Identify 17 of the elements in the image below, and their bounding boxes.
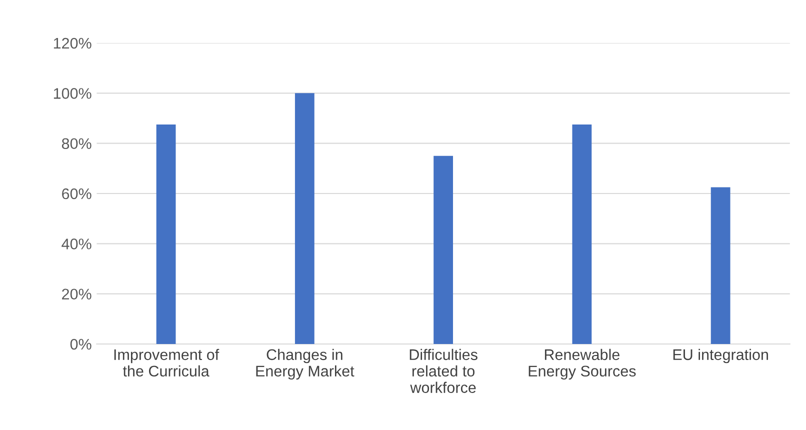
bar (572, 124, 592, 344)
x-tick-label: Difficulties related to workforce (410, 348, 478, 393)
bar (294, 93, 314, 344)
y-tick-label: 80% (62, 138, 92, 150)
x-tick-label: Improvement of the Curricula (114, 348, 220, 377)
bar (434, 156, 454, 344)
y-tick-label: 20% (62, 288, 92, 300)
bar (156, 124, 176, 344)
x-tick-label: EU integration (673, 348, 768, 364)
y-tick-label: 40% (62, 238, 92, 250)
y-tick-label: 100% (54, 88, 92, 99)
x-tick-label: Changes in Energy Market (256, 348, 354, 380)
y-tick-label: 0% (70, 338, 92, 350)
bar (710, 187, 730, 344)
x-tick-label: Renewable Energy Sources (528, 348, 636, 380)
y-tick-label: 120% (54, 38, 92, 49)
y-tick-label: 60% (62, 188, 92, 200)
